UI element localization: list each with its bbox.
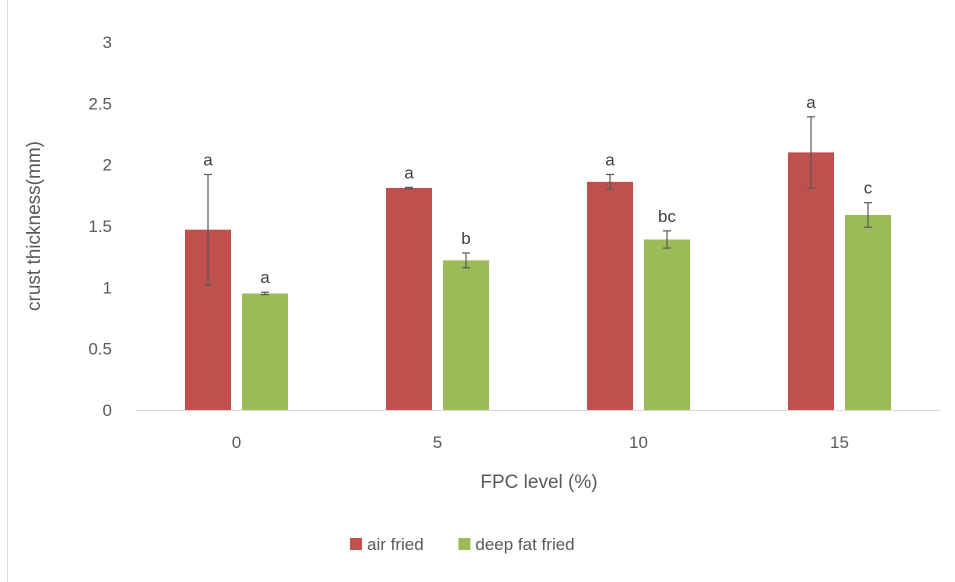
significance-label: c: [864, 179, 873, 198]
y-tick-label: 0.5: [88, 340, 112, 359]
error-bar: [204, 173, 212, 286]
y-axis-ticks: 0 0.5 1 1.5 2 2.5 3: [88, 33, 112, 420]
significance-label: a: [404, 163, 414, 182]
bar: [443, 260, 489, 410]
legend-swatch: [350, 538, 362, 550]
legend-label: deep fat fried: [475, 535, 574, 554]
y-tick-label: 2.5: [88, 94, 112, 113]
x-tick-label: 15: [830, 433, 849, 452]
significance-label: a: [260, 268, 270, 287]
legend-label: air fried: [367, 535, 424, 554]
bar: [587, 181, 633, 410]
error-bar: [663, 230, 671, 249]
x-tick-label: 0: [232, 433, 241, 452]
y-axis-title: crust thickness(mm): [24, 141, 45, 311]
significance-label: a: [806, 93, 816, 112]
error-bars: [204, 116, 872, 296]
bar: [242, 293, 288, 410]
y-tick-label: 1.5: [88, 217, 112, 236]
y-tick-label: 1: [103, 278, 112, 297]
error-bar: [405, 186, 413, 190]
significance-label: bc: [658, 207, 676, 226]
significance-labels: a a a b a bc a c: [203, 93, 872, 287]
legend-item: deep fat fried: [458, 535, 575, 554]
error-bar: [807, 116, 815, 189]
legend: air fried deep fat fried: [350, 535, 575, 554]
significance-label: a: [605, 150, 615, 169]
x-tick-label: 10: [629, 433, 648, 452]
error-bar: [864, 202, 872, 228]
y-tick-label: 0: [103, 401, 112, 420]
error-bar: [462, 252, 470, 269]
bar: [644, 239, 690, 410]
y-tick-label: 3: [103, 33, 112, 52]
chart-frame-edge: [7, 0, 8, 582]
x-axis-title: FPC level (%): [480, 472, 597, 493]
significance-label: a: [203, 150, 213, 169]
bar: [845, 214, 891, 410]
x-axis: 0 5 10 15: [136, 410, 940, 452]
error-bar: [606, 173, 614, 190]
legend-swatch: [458, 538, 471, 550]
error-bar: [261, 291, 269, 296]
bar: [788, 152, 834, 410]
y-tick-label: 2: [103, 156, 112, 175]
bars: [185, 152, 891, 410]
bar: [386, 187, 432, 410]
significance-label: b: [461, 229, 470, 248]
legend-item: air fried: [350, 535, 424, 554]
x-tick-label: 5: [433, 433, 442, 452]
